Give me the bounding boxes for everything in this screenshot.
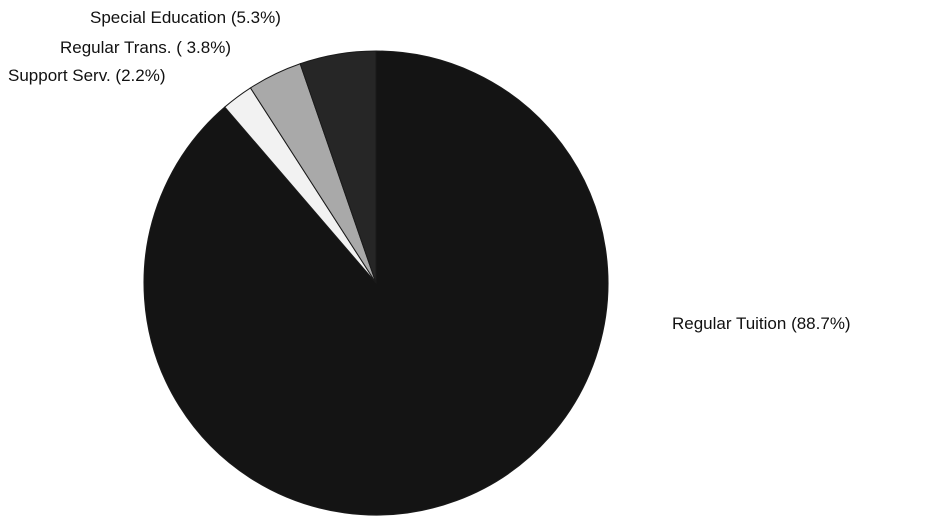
pie-slices [143, 50, 609, 516]
label-regular-trans: Regular Trans. ( 3.8%) [60, 38, 232, 57]
label-special-education: Special Education (5.3%) [90, 8, 281, 27]
label-support-serv: Support Serv. (2.2%) [8, 66, 166, 85]
slice-special-education [299, 50, 377, 284]
label-regular-tuition: Regular Tuition (88.7%) [672, 314, 851, 333]
slice-regular-tuition [143, 50, 609, 516]
